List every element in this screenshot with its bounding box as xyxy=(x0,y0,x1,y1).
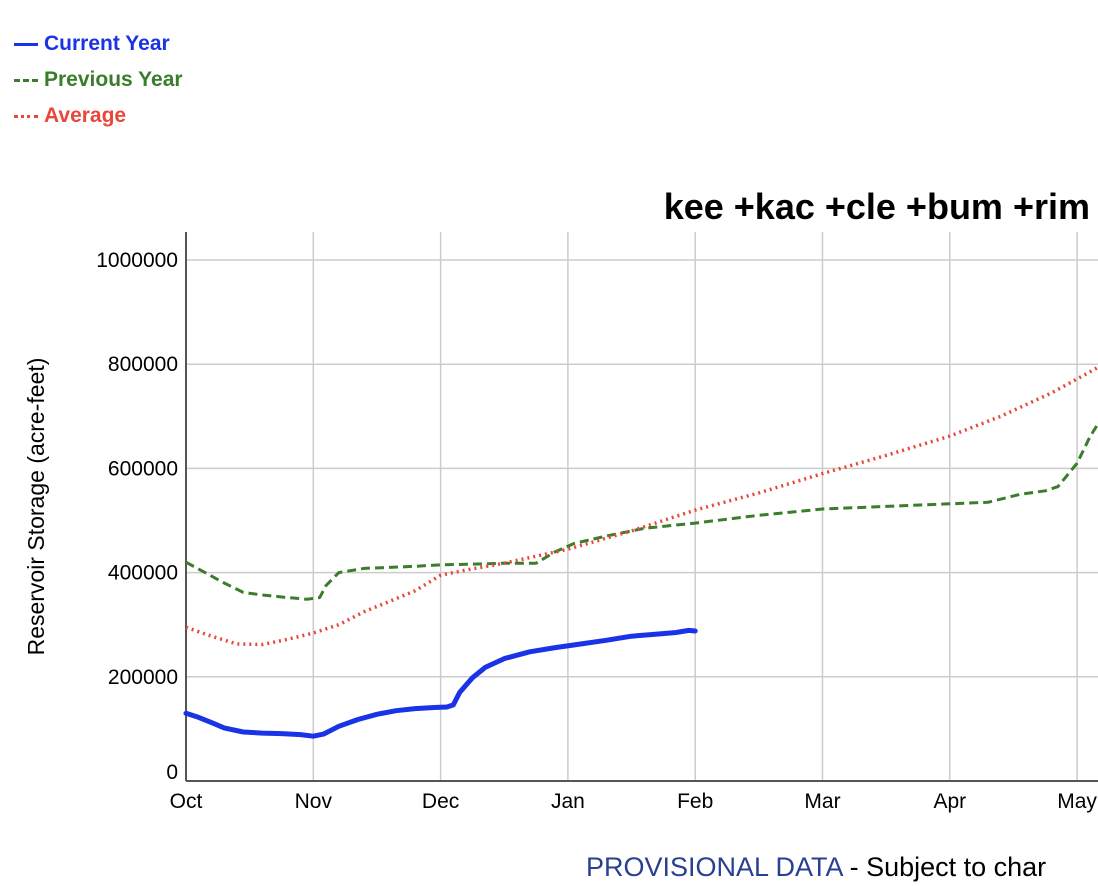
series-line-previous-year xyxy=(185,420,1098,601)
provisional-data-note: PROVISIONAL DATA - Subject to char xyxy=(586,852,1046,883)
legend-label: Previous Year xyxy=(44,68,183,91)
series-line-average xyxy=(185,365,1098,647)
y-tick-label: 400000 xyxy=(108,562,178,585)
chart-title: kee +kac +cle +bum +rim xyxy=(663,186,1090,227)
x-tick-label: Nov xyxy=(295,790,333,813)
y-axis-label: Reservoir Storage (acre-feet) xyxy=(23,358,49,656)
y-tick-label: 1000000 xyxy=(96,249,178,272)
legend-item-previous-year: Previous Year xyxy=(14,62,183,98)
x-tick-label: Feb xyxy=(677,790,713,813)
legend-item-average: Average xyxy=(14,98,183,134)
y-tick-label: 600000 xyxy=(108,457,178,480)
legend-item-current-year: Current Year xyxy=(14,26,183,62)
y-tick-label: 0 xyxy=(166,761,178,784)
legend-swatch xyxy=(14,78,38,82)
x-tick-label: Dec xyxy=(422,790,459,813)
legend-swatch xyxy=(14,114,38,118)
legend-swatch xyxy=(14,42,38,46)
x-tick-label: Apr xyxy=(933,790,966,813)
x-tick-label: Jan xyxy=(551,790,585,813)
y-tick-label: 800000 xyxy=(108,353,178,376)
series-line-current-year xyxy=(183,627,698,739)
legend: Current Year Previous Year Average xyxy=(14,26,183,134)
provisional-data-label: PROVISIONAL DATA xyxy=(586,852,843,882)
y-tick-label: 200000 xyxy=(108,666,178,689)
legend-label: Average xyxy=(44,104,127,127)
x-tick-label: Mar xyxy=(804,790,840,813)
x-tick-label: May xyxy=(1057,790,1097,813)
provisional-data-disclaimer: - Subject to char xyxy=(842,852,1047,882)
legend-label: Current Year xyxy=(44,32,170,55)
x-tick-label: Oct xyxy=(170,790,203,813)
